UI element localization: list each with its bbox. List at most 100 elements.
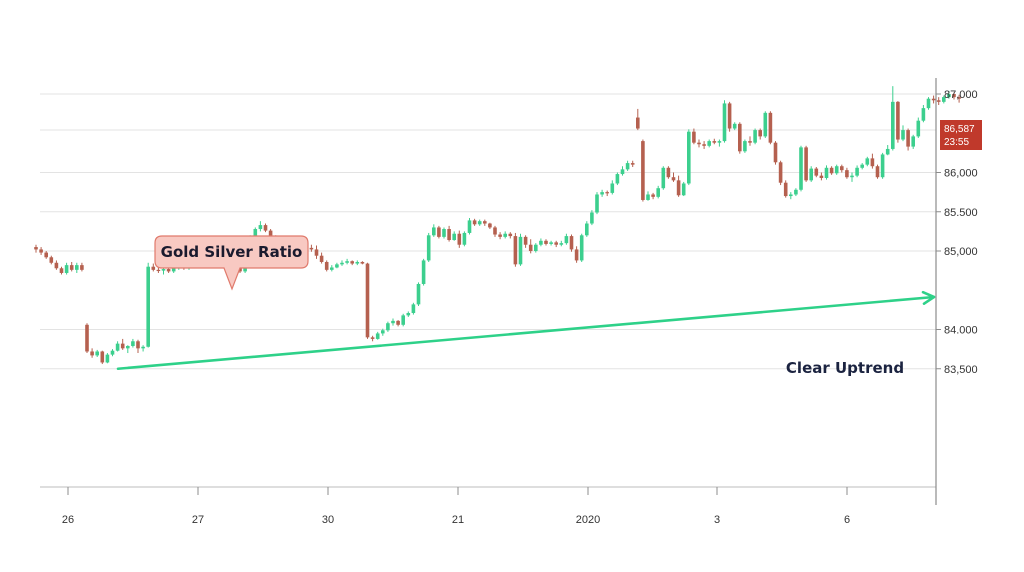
candle-body: [870, 158, 875, 167]
candle-body: [814, 168, 819, 176]
candle-body: [100, 351, 105, 363]
candle-body: [34, 247, 38, 250]
candle-body: [651, 194, 655, 197]
candle-body: [697, 142, 701, 145]
candle-body: [95, 351, 99, 356]
candle-body: [794, 189, 798, 195]
candle-body: [845, 170, 849, 178]
candle-body: [126, 345, 130, 349]
candle-body: [590, 212, 594, 224]
candle-body: [59, 268, 64, 273]
candle-body: [809, 168, 813, 181]
current-price-tag: 86,587 23:55: [940, 120, 982, 150]
candle-body: [564, 236, 569, 244]
x-tick-label: 30: [322, 514, 334, 526]
candle-body: [789, 194, 793, 197]
callout-bubble: [154, 235, 309, 291]
candle-body: [437, 227, 441, 237]
candle-body: [569, 236, 574, 250]
x-tick-label: 3: [714, 514, 720, 526]
trendline-arrowhead: [921, 290, 936, 305]
candle-body: [636, 117, 640, 129]
candle-body: [498, 234, 502, 237]
candle-body: [39, 249, 43, 253]
candle-body: [166, 269, 171, 272]
x-axis-ticks: 26 27 30 21 2020 3 6: [62, 487, 850, 526]
candle-body: [687, 131, 691, 184]
candle-body: [131, 341, 135, 346]
candle-body: [625, 163, 630, 170]
candle-body: [483, 221, 487, 224]
candle-body: [528, 244, 533, 251]
candle-body: [901, 130, 905, 140]
candle-body: [692, 131, 696, 143]
x-tick-label: 2020: [576, 514, 600, 526]
candle-body: [717, 141, 722, 143]
candle-body: [472, 220, 477, 225]
candle-body: [554, 242, 558, 245]
candle-body: [54, 262, 59, 269]
candle-body: [90, 351, 94, 356]
candle-body: [646, 194, 650, 200]
candle-body: [630, 163, 635, 165]
x-tick-label: 21: [452, 514, 464, 526]
candle-body: [110, 350, 115, 355]
candle-body: [391, 320, 395, 324]
candle-body: [773, 142, 778, 163]
candle-body: [80, 265, 84, 270]
candle-body: [834, 166, 839, 174]
candle-body: [426, 235, 431, 261]
candle-body: [44, 252, 48, 258]
candle-body: [865, 158, 870, 165]
candle-body: [758, 130, 762, 137]
candle-body: [151, 266, 156, 270]
candle-body: [783, 182, 788, 197]
candle-body: [85, 324, 89, 352]
candle-body: [906, 130, 910, 147]
candle-body: [804, 147, 808, 181]
candle-body: [748, 141, 752, 143]
candle-body: [523, 236, 528, 245]
candle-body: [824, 167, 829, 178]
candle-body: [345, 261, 349, 263]
candle-body: [141, 346, 145, 349]
candle-body: [115, 343, 120, 351]
candle-body: [503, 233, 507, 237]
candle-body: [875, 166, 880, 178]
candle-body: [370, 337, 375, 339]
candle-body: [467, 220, 472, 233]
candle-body: [340, 262, 344, 265]
candle-body: [518, 236, 523, 265]
candle-body: [488, 223, 492, 228]
candle-body: [585, 223, 589, 236]
y-tick-label: 84.000: [944, 325, 978, 337]
candle-body: [722, 103, 727, 142]
candle-body: [330, 267, 334, 270]
candle-body: [534, 244, 538, 251]
candle-body: [936, 100, 941, 102]
y-tick-label: 85.500: [944, 207, 978, 219]
candle-body: [931, 98, 936, 101]
candle-body: [600, 192, 604, 195]
candle-body: [457, 233, 462, 245]
candle-body: [676, 180, 681, 196]
candle-body: [753, 130, 757, 143]
candle-body: [258, 225, 263, 230]
candle-body: [957, 97, 961, 99]
candle-body: [309, 247, 314, 250]
candle-body: [462, 232, 467, 245]
x-tick-label: 27: [192, 514, 204, 526]
candle-body: [105, 354, 110, 363]
x-tick-label: 26: [62, 514, 74, 526]
candle-body: [411, 304, 416, 314]
candle-body: [574, 249, 579, 261]
candle-body: [350, 261, 354, 264]
candle-body: [401, 315, 405, 325]
candles: [34, 86, 961, 365]
candle-body: [840, 166, 844, 171]
candle-body: [595, 194, 599, 213]
candle-body: [452, 233, 456, 241]
candle-body: [319, 255, 324, 262]
candle-body: [432, 227, 436, 236]
